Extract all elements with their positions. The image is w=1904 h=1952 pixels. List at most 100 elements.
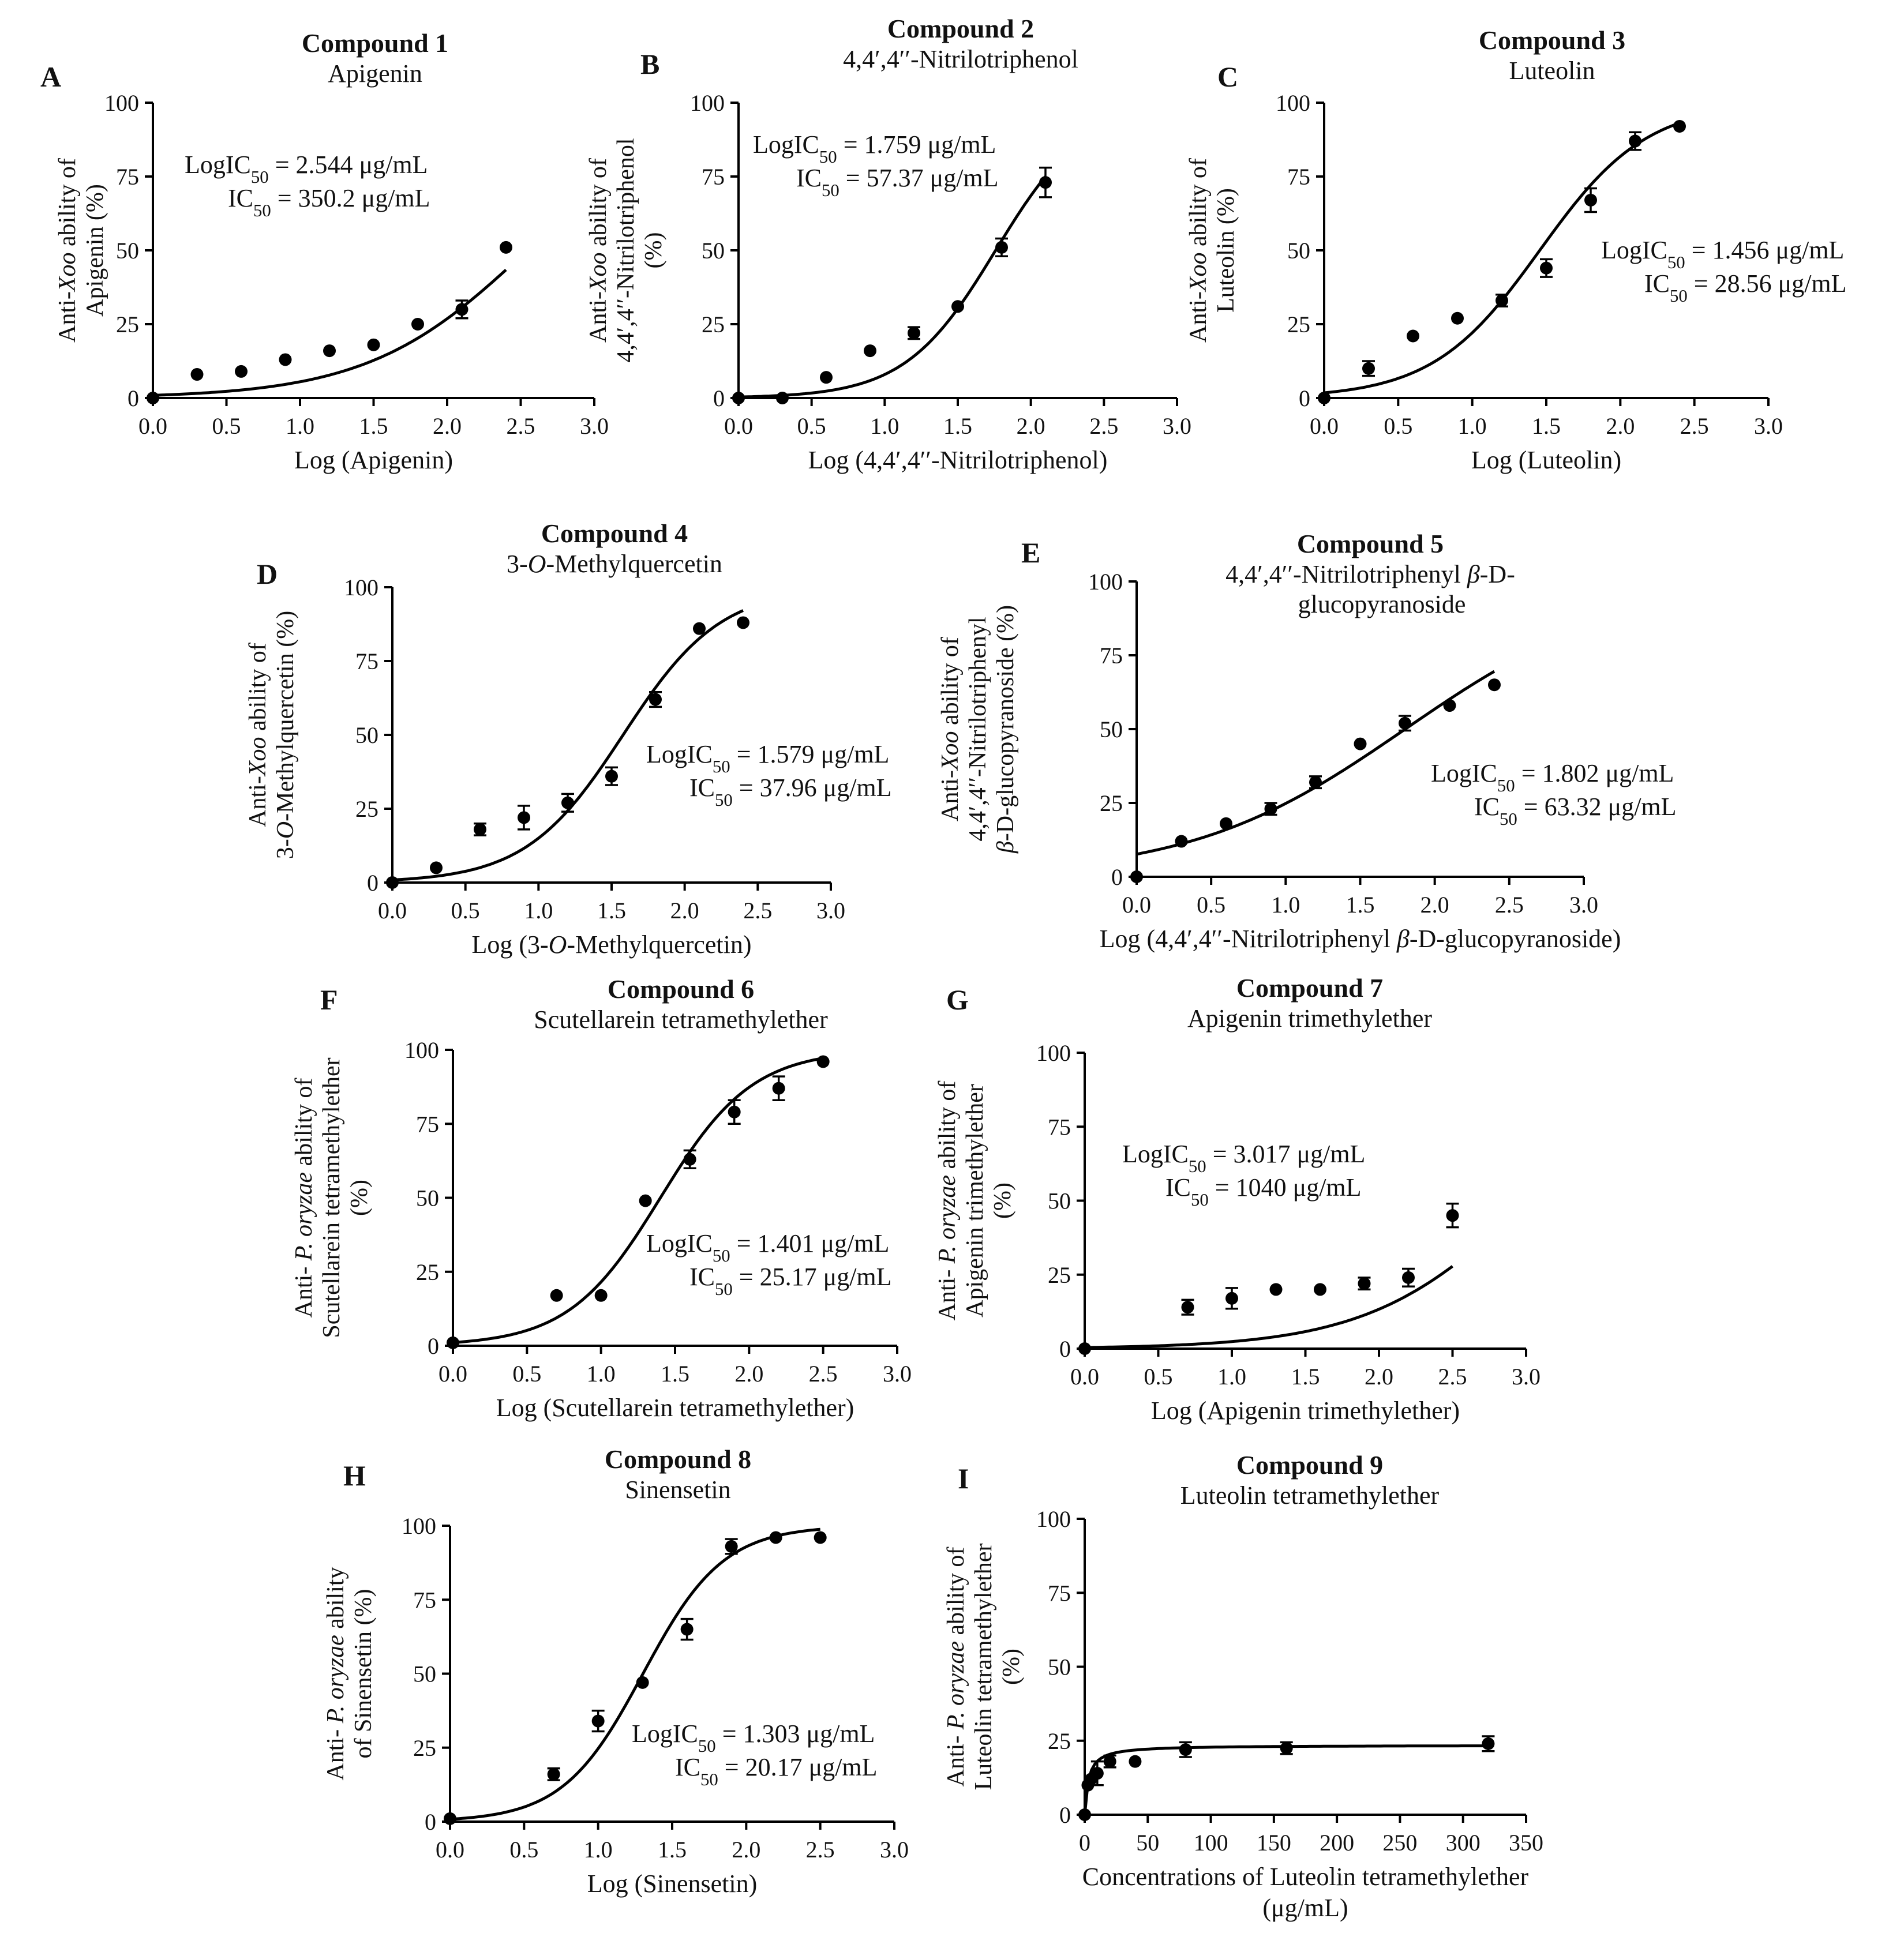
x-tick-label: 0.5 — [512, 1361, 541, 1387]
data-point — [411, 318, 424, 331]
data-point — [680, 1623, 694, 1636]
ic50-annotation: LogIC50 = 1.303 μg/mL — [632, 1720, 875, 1756]
data-point — [1407, 329, 1419, 343]
x-axis-label: Log (4,4′,4′′-Nitrilotriphenol) — [808, 446, 1108, 474]
chart-subtitle-line2: glucopyranoside — [1298, 590, 1466, 618]
data-point — [725, 1540, 738, 1553]
data-point — [1039, 176, 1052, 189]
y-tick-label: 0 — [1299, 385, 1310, 411]
ic50-annotation: LogIC50 = 1.579 μg/mL — [646, 740, 889, 776]
chart-subtitle: Luteolin — [1509, 57, 1595, 85]
data-point — [1354, 737, 1367, 750]
x-tick-label: 0.5 — [509, 1837, 538, 1863]
chart-title: Compound 2 — [887, 14, 1034, 43]
chart-title: Compound 8 — [605, 1444, 751, 1474]
panel-letter: D — [257, 558, 278, 590]
y-tick-label: 50 — [1048, 1188, 1071, 1214]
data-point — [1443, 699, 1456, 712]
chart-subtitle: 3-O-Methylquercetin — [507, 550, 722, 578]
x-tick-label: 3.0 — [1569, 892, 1598, 918]
x-tick-label: 0.0 — [724, 413, 753, 439]
y-tick-label: 75 — [1287, 164, 1310, 190]
data-point — [693, 622, 706, 635]
x-tick-label: 1.5 — [661, 1361, 689, 1387]
y-axis-label-line: Anti-Xoo ability of — [1185, 158, 1212, 343]
data-point — [1179, 1743, 1192, 1756]
y-tick-label: 75 — [1048, 1580, 1071, 1606]
y-tick-label: 50 — [355, 722, 378, 748]
data-point — [820, 371, 833, 384]
y-tick-label: 25 — [413, 1735, 436, 1761]
data-point — [1225, 1292, 1238, 1305]
data-point — [683, 1153, 696, 1166]
y-tick-label: 0 — [425, 1809, 436, 1835]
data-point — [908, 326, 920, 340]
data-point — [951, 300, 964, 313]
y-axis-label-line: (%) — [346, 1180, 373, 1216]
y-axis-label-line: Apigenin (%) — [82, 184, 108, 317]
y-axis-label-line: 4,4′,4′′-Nitrilotriphenol — [613, 138, 639, 362]
x-tick-label: 2.5 — [507, 413, 535, 439]
y-axis-label-line: (%) — [990, 1183, 1016, 1219]
x-tick-label: 100 — [1194, 1830, 1228, 1856]
y-tick-label: 75 — [355, 648, 378, 674]
data-point — [636, 1676, 649, 1689]
x-tick-label: 0.0 — [378, 898, 407, 924]
y-tick-label: 25 — [1287, 311, 1310, 337]
data-point — [455, 303, 468, 316]
data-point — [190, 368, 204, 381]
x-tick-label: 2.0 — [1365, 1364, 1393, 1390]
y-axis-label-line: Anti- P. oryzae ability — [323, 1567, 349, 1780]
chart-subtitle: 4,4′,4′′-Nitrilotriphenol — [843, 45, 1078, 73]
y-tick-label: 25 — [116, 311, 139, 337]
x-axis-label: Log (Apigenin trimethylether) — [1151, 1397, 1460, 1425]
x-tick-label: 2.5 — [1089, 413, 1118, 439]
y-axis-label-line: (%) — [640, 232, 667, 269]
x-tick-label: 250 — [1382, 1830, 1417, 1856]
x-tick-label: 1.5 — [658, 1837, 687, 1863]
data-point — [1130, 870, 1143, 883]
data-point — [1220, 817, 1232, 830]
fit-curve — [452, 1056, 824, 1344]
x-tick-label: 0.5 — [797, 413, 826, 439]
y-axis-label-line: Anti-Xoo ability of — [245, 643, 271, 827]
data-point — [864, 344, 876, 358]
x-tick-label: 3.0 — [880, 1837, 909, 1863]
x-tick-label: 200 — [1320, 1830, 1354, 1856]
chart-title: Compound 3 — [1479, 25, 1625, 55]
data-point — [1399, 716, 1411, 730]
data-point — [1629, 134, 1641, 148]
data-point — [995, 241, 1008, 254]
x-tick-label: 2.5 — [743, 898, 772, 924]
y-axis-label-line: β-D-glucopyranoside (%) — [992, 605, 1019, 854]
x-tick-label: 1.0 — [524, 898, 553, 924]
chart-title: Compound 7 — [1236, 973, 1383, 1003]
panel-letter: H — [343, 1459, 366, 1492]
y-tick-label: 75 — [416, 1111, 439, 1137]
x-tick-label: 350 — [1509, 1830, 1543, 1856]
y-axis-label-line: 3-O-Methylquercetin (%) — [272, 611, 299, 859]
y-tick-label: 0 — [1059, 1336, 1071, 1362]
data-point — [1264, 802, 1277, 816]
x-tick-label: 2.0 — [1017, 413, 1045, 439]
y-tick-label: 0 — [1059, 1802, 1071, 1828]
data-point — [1402, 1271, 1415, 1284]
x-axis-label: Log (Apigenin) — [294, 446, 453, 474]
data-point — [1314, 1283, 1326, 1296]
y-tick-label: 100 — [1276, 90, 1310, 116]
y-axis-label-line: Anti- P. oryzae ability of — [934, 1081, 961, 1321]
x-tick-label: 1.5 — [597, 898, 626, 924]
y-tick-label: 25 — [702, 311, 725, 337]
y-tick-label: 75 — [1100, 643, 1123, 669]
chart-subtitle: Sinensetin — [625, 1476, 730, 1504]
x-tick-label: 300 — [1446, 1830, 1481, 1856]
chart-subtitle: Scutellarein tetramethylether — [534, 1005, 828, 1034]
x-tick-label: 1.0 — [587, 1361, 616, 1387]
data-point — [474, 823, 486, 836]
y-axis-label-line: Luteolin tetramethylether — [970, 1543, 997, 1790]
y-tick-label: 0 — [1111, 864, 1123, 890]
data-point — [1181, 1301, 1194, 1314]
